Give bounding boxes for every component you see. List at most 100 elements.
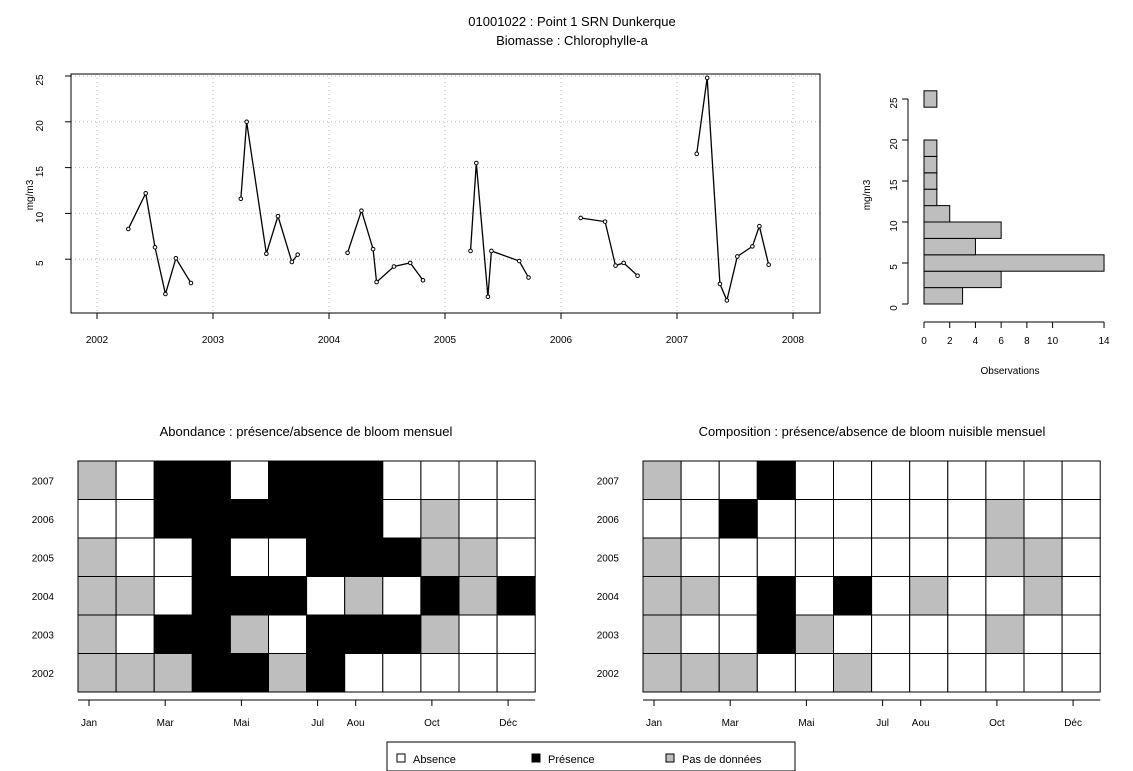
data-point	[578, 215, 584, 221]
heatmap-cell	[947, 499, 987, 539]
heatmap-cell	[833, 460, 873, 500]
heatmap-cell	[420, 460, 460, 500]
heatmap-cell	[833, 499, 873, 539]
heatmap-cell	[871, 499, 911, 539]
legend-box	[386, 741, 796, 771]
plot-frame	[70, 73, 821, 314]
month-tick-label: Aou	[347, 718, 365, 729]
composition-heatmap: Composition : présence/absence de bloom …	[597, 424, 1101, 729]
month-tick-label: Aou	[912, 718, 930, 729]
data-point	[757, 223, 762, 229]
heatmap-cell	[153, 499, 193, 539]
heatmap-cell	[794, 576, 835, 616]
heatmap-cell	[1023, 537, 1063, 577]
heatmap-cell	[871, 460, 911, 500]
heatmap-cell	[420, 576, 460, 616]
heatmap-cell	[268, 499, 308, 539]
heatmap-cell	[115, 614, 155, 654]
year-label: 2004	[32, 592, 55, 603]
heatmap-cell	[833, 614, 873, 654]
legend: Absence Présence Pas de données	[386, 741, 796, 771]
heatmap-cell	[268, 576, 308, 616]
legend-label: Absence	[413, 754, 456, 766]
heatmap-cell	[420, 614, 460, 654]
heatmap-cell	[153, 576, 193, 616]
histogram-bar	[923, 270, 1002, 289]
month-tick-label: Mar	[157, 718, 175, 729]
heatmap-cell	[718, 653, 758, 693]
histogram-bar	[923, 90, 938, 108]
data-point	[163, 291, 168, 297]
heatmap-cell	[871, 614, 911, 654]
heatmap-cell	[229, 614, 269, 654]
chart-title-line2: Biomasse : Chlorophylle-a	[496, 33, 649, 48]
x-tick-label: 2002	[86, 335, 109, 346]
heatmap-cell	[496, 460, 536, 500]
histogram-bar	[923, 237, 976, 256]
heatmap-cell	[382, 576, 422, 616]
heatmap-cell	[718, 614, 758, 654]
y-tick-label: 0	[889, 305, 900, 311]
heatmap-title: Composition : présence/absence de bloom …	[699, 424, 1046, 439]
data-point	[370, 246, 376, 252]
data-point	[275, 213, 281, 219]
heatmap-title: Abondance : présence/absence de bloom me…	[160, 424, 453, 439]
heatmap-cell	[642, 614, 682, 654]
x-tick-label: 4	[973, 336, 979, 347]
month-tick-label: Déc	[499, 718, 517, 729]
heatmap-cell	[268, 653, 308, 693]
heatmap-cell	[153, 537, 193, 577]
data-point	[420, 277, 426, 283]
heatmap-cell	[947, 653, 987, 693]
data-point	[717, 281, 723, 287]
heatmap-cell	[1023, 576, 1063, 616]
heatmap-cell	[496, 653, 536, 693]
heatmap-cell	[458, 460, 498, 500]
y-tick-label: 20	[889, 138, 900, 150]
heatmap-cell	[344, 499, 384, 539]
heatmap-cell	[382, 537, 422, 577]
data-point	[143, 190, 149, 196]
legend-swatch	[531, 753, 541, 763]
month-tick-label: Jul	[876, 718, 889, 729]
heatmap-cell	[115, 499, 155, 539]
x-tick-label: 2004	[318, 335, 341, 346]
heatmap-cell	[306, 653, 346, 693]
y-axis-label: mg/m3	[25, 179, 36, 210]
histogram-bar	[923, 205, 951, 223]
heatmap-cell	[77, 653, 117, 693]
heatmap-cell	[496, 499, 536, 539]
heatmap-cell	[229, 499, 269, 539]
heatmap-cell	[642, 499, 682, 539]
series-line	[240, 121, 299, 264]
heatmap-cell	[756, 653, 796, 693]
data-point	[474, 160, 479, 166]
histogram-bar	[923, 221, 1002, 239]
heatmap-cell	[1061, 499, 1101, 539]
heatmap-cell	[985, 460, 1025, 500]
data-point	[188, 280, 194, 286]
heatmap-cell	[306, 576, 346, 616]
heatmap-cell	[420, 537, 460, 577]
year-label: 2005	[597, 553, 620, 564]
heatmap-cell	[115, 537, 155, 577]
heatmap-cell	[1061, 537, 1101, 577]
heatmap-cell	[947, 576, 987, 616]
histogram-bar	[923, 139, 938, 157]
heatmap-cell	[382, 460, 422, 500]
heatmap-cell	[420, 653, 460, 693]
heatmap-cell	[115, 576, 155, 616]
heatmap-cell	[909, 614, 949, 654]
y-tick-label: 25	[35, 74, 46, 86]
heatmap-cell	[909, 537, 949, 577]
heatmap-cell	[1061, 576, 1101, 616]
heatmap-cell	[382, 653, 422, 693]
heatmap-cell	[871, 576, 911, 616]
month-tick-label: Oct	[989, 718, 1005, 729]
y-tick-label: 5	[35, 260, 46, 266]
year-label: 2002	[32, 669, 55, 680]
data-point	[295, 252, 300, 257]
year-label: 2002	[597, 669, 620, 680]
heatmap-cell	[985, 614, 1025, 654]
